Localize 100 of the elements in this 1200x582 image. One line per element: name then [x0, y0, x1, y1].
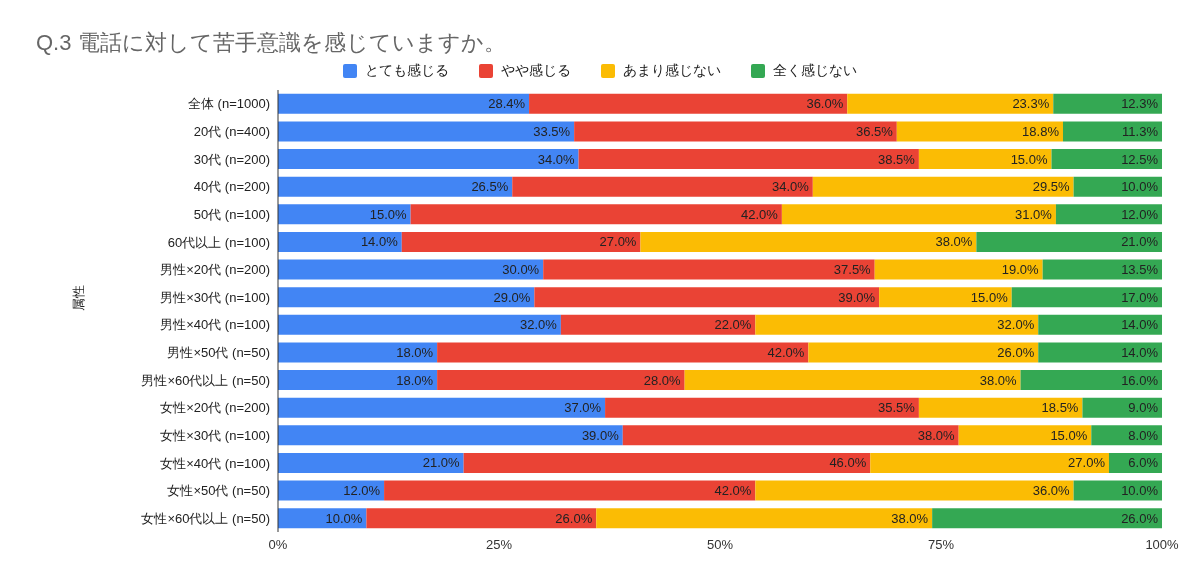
data-label: 31.0%: [1015, 206, 1053, 222]
data-label: 18.5%: [1041, 400, 1079, 416]
data-label: 19.0%: [1001, 262, 1040, 278]
bar: [755, 314, 1039, 335]
data-label: 6.0%: [1128, 455, 1159, 471]
data-label: 26.0%: [1121, 510, 1159, 526]
data-label: 12.0%: [1121, 206, 1159, 222]
bar: [1011, 287, 1162, 308]
chart-title: Q.3 電話に対して苦手意識を感じていますか。: [35, 29, 507, 57]
bar: [410, 204, 782, 225]
data-label: 29.0%: [493, 289, 531, 305]
bar: [1051, 149, 1162, 170]
data-label: 42.0%: [767, 344, 805, 360]
bar: [870, 452, 1109, 473]
data-label: 34.0%: [537, 151, 575, 167]
data-label: 11.3%: [1122, 123, 1159, 139]
data-label: 39.0%: [838, 289, 876, 305]
bar: [1055, 204, 1162, 225]
bar: [512, 176, 813, 197]
data-label: 12.3%: [1121, 96, 1159, 112]
bar: [401, 231, 641, 252]
data-label: 16.0%: [1121, 372, 1159, 388]
data-label: 33.5%: [533, 123, 571, 139]
bar: [755, 480, 1074, 501]
bar: [278, 397, 606, 418]
bar: [278, 176, 513, 197]
x-tick-label: 50%: [706, 537, 734, 553]
data-label: 26.5%: [471, 179, 509, 195]
y-tick-label: 50代 (n=100): [193, 206, 270, 222]
y-tick-label: 男性×20代 (n=200): [160, 262, 270, 278]
bar: [278, 314, 561, 335]
bar: [874, 259, 1043, 280]
bar: [1038, 342, 1162, 363]
bar: [278, 342, 438, 363]
data-label: 12.5%: [1121, 151, 1159, 167]
bar: [278, 259, 544, 280]
data-label: 15.0%: [970, 289, 1009, 305]
data-label: 28.4%: [488, 96, 526, 112]
bar: [560, 314, 756, 335]
y-tick-label: 20代 (n=400): [193, 124, 270, 140]
y-tick-label: 男性×60代以上 (n=50): [141, 372, 270, 388]
bar: [278, 121, 575, 142]
y-axis-title: 属性: [70, 285, 86, 311]
data-label: 46.0%: [829, 455, 867, 471]
x-tick-label: 75%: [927, 537, 955, 553]
data-label: 23.3%: [1012, 96, 1050, 112]
data-label: 8.0%: [1128, 427, 1159, 443]
data-label: 38.0%: [979, 372, 1017, 388]
data-label: 26.0%: [997, 344, 1035, 360]
bar: [622, 425, 959, 446]
bar: [578, 149, 919, 170]
data-label: 37.0%: [564, 400, 602, 416]
data-label: 14.0%: [1121, 317, 1159, 333]
data-label: 17.0%: [1121, 289, 1159, 305]
data-label: 42.0%: [714, 483, 752, 499]
data-label: 27.0%: [599, 234, 637, 250]
y-tick-label: 40代 (n=200): [193, 179, 270, 195]
y-tick-label: 女性×20代 (n=200): [160, 400, 270, 416]
data-label: 15.0%: [1010, 151, 1048, 167]
bar: [1042, 259, 1162, 280]
x-tick-label: 100%: [1145, 537, 1180, 553]
bar: [812, 176, 1074, 197]
data-label: 18.0%: [396, 372, 434, 388]
data-label: 36.0%: [806, 96, 844, 112]
bar: [463, 452, 871, 473]
bar: [808, 342, 1039, 363]
bar: [1038, 314, 1162, 335]
data-label: 30.0%: [502, 262, 540, 278]
data-label: 32.0%: [520, 317, 558, 333]
data-label: 14.0%: [1121, 344, 1159, 360]
bar: [781, 204, 1056, 225]
bar: [958, 425, 1092, 446]
data-label: 22.0%: [714, 317, 752, 333]
data-label: 38.0%: [935, 234, 973, 250]
bar: [918, 149, 1052, 170]
bar: [684, 370, 1021, 391]
x-tick-label: 25%: [485, 537, 513, 553]
data-label: 36.5%: [855, 123, 894, 139]
bar: [529, 93, 848, 114]
y-tick-label: 女性×60代以上 (n=50): [141, 510, 270, 526]
bar: [1053, 93, 1162, 114]
x-tick-label: 0%: [268, 537, 288, 553]
data-label: 9.0%: [1128, 400, 1159, 416]
legend-label: とても感じる: [365, 62, 449, 80]
data-label: 15.0%: [369, 206, 408, 222]
bar: [278, 93, 530, 114]
y-tick-label: 女性×30代 (n=100): [160, 427, 270, 443]
bar: [278, 231, 402, 252]
y-tick-label: 女性×40代 (n=100): [160, 455, 270, 471]
data-label: 39.0%: [581, 427, 620, 443]
data-label: 35.5%: [878, 400, 916, 416]
y-tick-label: 女性×50代 (n=50): [167, 483, 270, 499]
data-label: 10.0%: [325, 510, 363, 526]
bar: [896, 121, 1063, 142]
y-tick-label: 60代以上 (n=100): [167, 234, 270, 250]
bar: [574, 121, 897, 142]
y-tick-label: 男性×50代 (n=50): [167, 345, 270, 361]
y-tick-label: 男性×30代 (n=100): [160, 289, 270, 305]
bar: [605, 397, 919, 418]
y-tick-label: 男性×40代 (n=100): [160, 317, 270, 333]
